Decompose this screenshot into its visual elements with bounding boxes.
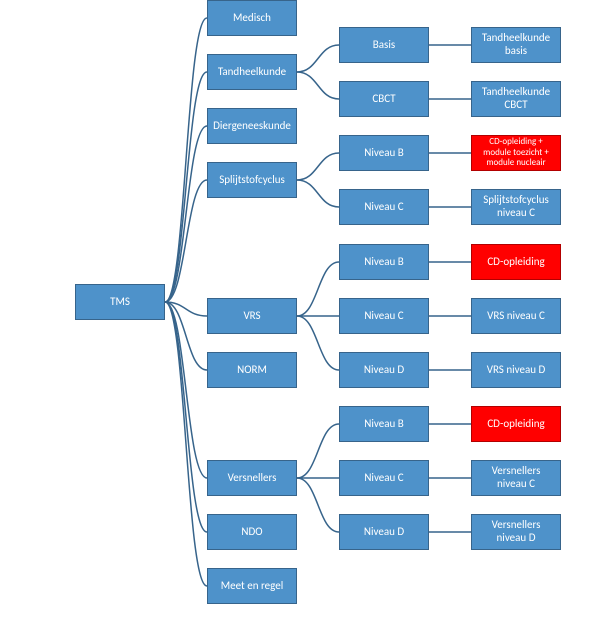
node-label: VRS niveau C xyxy=(487,310,545,323)
node-vrs_d_leaf: VRS niveau D xyxy=(471,352,561,388)
node-label: Tandheelkunde basis xyxy=(476,32,556,57)
node-vrs_nivb: Niveau B xyxy=(339,244,429,280)
edge-root-norm xyxy=(165,302,207,370)
node-label: Splijtstofcyclus xyxy=(219,174,285,187)
edge-root-medisch xyxy=(165,18,207,302)
edge-root-versn xyxy=(165,302,207,478)
node-label: VRS xyxy=(243,310,260,323)
node-ve_d_leaf: Versnellers niveau D xyxy=(471,514,561,550)
node-label: Niveau C xyxy=(364,201,403,214)
node-ve_nivd: Niveau D xyxy=(339,514,429,550)
node-vrs_nivc: Niveau C xyxy=(339,298,429,334)
node-tandheel: Tandheelkunde xyxy=(207,54,297,90)
node-th_cbct: Tandheelkunde CBCT xyxy=(471,81,561,117)
edge-root-vrs xyxy=(165,302,207,316)
node-th_basis: Tandheelkunde basis xyxy=(471,27,561,63)
edge-versn-ve_nivd xyxy=(297,478,339,532)
node-sp_nivc: Niveau C xyxy=(339,189,429,225)
node-label: CD-opleiding xyxy=(487,256,544,269)
node-label: Niveau B xyxy=(364,147,403,160)
edge-vrs-vrs_nivb xyxy=(297,262,339,316)
node-label: Meet en regel xyxy=(221,580,283,593)
edge-tandheel-cbct xyxy=(297,72,339,99)
edge-root-meet xyxy=(165,302,207,586)
node-meet: Meet en regel xyxy=(207,568,297,604)
node-root: TMS xyxy=(75,284,165,320)
edge-root-splijt xyxy=(165,180,207,302)
node-label: Niveau D xyxy=(364,526,404,539)
edge-root-dierg xyxy=(165,126,207,302)
node-vrs_nivd: Niveau D xyxy=(339,352,429,388)
edge-tandheel-basis xyxy=(297,45,339,72)
node-label: Medisch xyxy=(233,12,271,25)
node-vrs_c_leaf: VRS niveau C xyxy=(471,298,561,334)
node-label: Diergeneeskunde xyxy=(213,120,291,133)
node-dierg: Diergeneeskunde xyxy=(207,108,297,144)
node-label: Versnellers xyxy=(228,472,277,485)
node-label: Niveau C xyxy=(364,310,403,323)
node-cd1: CD-opleiding xyxy=(471,244,561,280)
node-basis: Basis xyxy=(339,27,429,63)
node-sp_c_leaf: Splijtstofcyclus niveau C xyxy=(471,189,561,225)
edge-splijt-sp_nivb xyxy=(297,153,339,180)
node-label: Splijtstofcyclus niveau C xyxy=(476,194,556,219)
node-ve_nivc: Niveau C xyxy=(339,460,429,496)
node-label: Basis xyxy=(373,39,395,52)
node-label: TMS xyxy=(110,296,130,309)
node-label: Niveau B xyxy=(364,418,403,431)
node-label: Niveau D xyxy=(364,364,404,377)
node-cd_mod: CD-opleiding + module toezicht + module … xyxy=(471,135,561,171)
node-medisch: Medisch xyxy=(207,0,297,36)
node-ndo: NDO xyxy=(207,514,297,550)
node-label: Versnellers niveau D xyxy=(476,519,556,544)
node-label: NORM xyxy=(237,364,267,377)
node-cbct: CBCT xyxy=(339,81,429,117)
edge-versn-ve_nivb xyxy=(297,424,339,478)
node-versn: Versnellers xyxy=(207,460,297,496)
node-splijt: Splijtstofcyclus xyxy=(207,162,297,198)
node-ve_nivb: Niveau B xyxy=(339,406,429,442)
edge-root-tandheel xyxy=(165,72,207,302)
node-ve_c_leaf: Versnellers niveau C xyxy=(471,460,561,496)
node-label: NDO xyxy=(241,526,262,539)
node-label: CBCT xyxy=(372,93,395,106)
node-label: Niveau B xyxy=(364,256,403,269)
node-vrs: VRS xyxy=(207,298,297,334)
edge-vrs-vrs_nivd xyxy=(297,316,339,370)
node-label: Niveau C xyxy=(364,472,403,485)
edge-root-ndo xyxy=(165,302,207,532)
node-sp_nivb: Niveau B xyxy=(339,135,429,171)
node-label: Tandheelkunde xyxy=(218,66,286,79)
node-label: Versnellers niveau C xyxy=(476,465,556,490)
edge-splijt-sp_nivc xyxy=(297,180,339,207)
node-label: CD-opleiding + module toezicht + module … xyxy=(476,137,556,168)
node-label: CD-opleiding xyxy=(487,418,544,431)
node-label: VRS niveau D xyxy=(487,364,546,377)
node-cd2: CD-opleiding xyxy=(471,406,561,442)
node-norm: NORM xyxy=(207,352,297,388)
node-label: Tandheelkunde CBCT xyxy=(476,86,556,111)
